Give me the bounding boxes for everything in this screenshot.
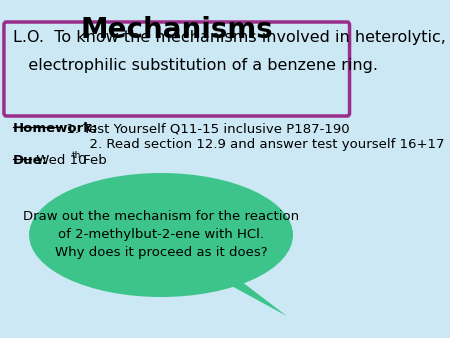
Text: Draw out the mechanism for the reaction: Draw out the mechanism for the reaction (23, 210, 299, 223)
Text: Wed 10: Wed 10 (32, 154, 87, 167)
Text: th: th (72, 151, 81, 160)
Text: L.O.  To know the mechanisms involved in heterolytic,: L.O. To know the mechanisms involved in … (13, 30, 446, 45)
Text: Due:: Due: (13, 154, 48, 167)
Text: 1. Test Yourself Q11-15 inclusive P187-190: 1. Test Yourself Q11-15 inclusive P187-1… (62, 122, 350, 135)
Text: electrophilic substitution of a benzene ring.: electrophilic substitution of a benzene … (13, 58, 378, 73)
Text: Mechanisms: Mechanisms (81, 16, 273, 44)
Polygon shape (232, 280, 287, 316)
Text: 2. Read section 12.9 and answer test yourself 16+17: 2. Read section 12.9 and answer test you… (13, 138, 444, 151)
FancyBboxPatch shape (4, 22, 350, 116)
Ellipse shape (29, 173, 293, 297)
Text: of 2-methylbut-2-ene with HCl.: of 2-methylbut-2-ene with HCl. (58, 228, 264, 241)
Text: Why does it proceed as it does?: Why does it proceed as it does? (55, 246, 267, 259)
Text: Feb: Feb (79, 154, 107, 167)
Text: Homework:: Homework: (13, 122, 98, 135)
